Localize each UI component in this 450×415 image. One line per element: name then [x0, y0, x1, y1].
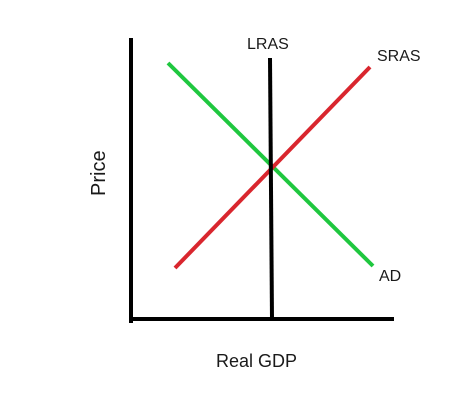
- ad-label: AD: [379, 268, 401, 285]
- y-axis-title: Price: [88, 150, 110, 196]
- lras-curve: [268, 57, 274, 321]
- sras-label: SRAS: [377, 48, 421, 65]
- lras-label: LRAS: [247, 36, 289, 53]
- x-axis-title: Real GDP: [216, 351, 297, 371]
